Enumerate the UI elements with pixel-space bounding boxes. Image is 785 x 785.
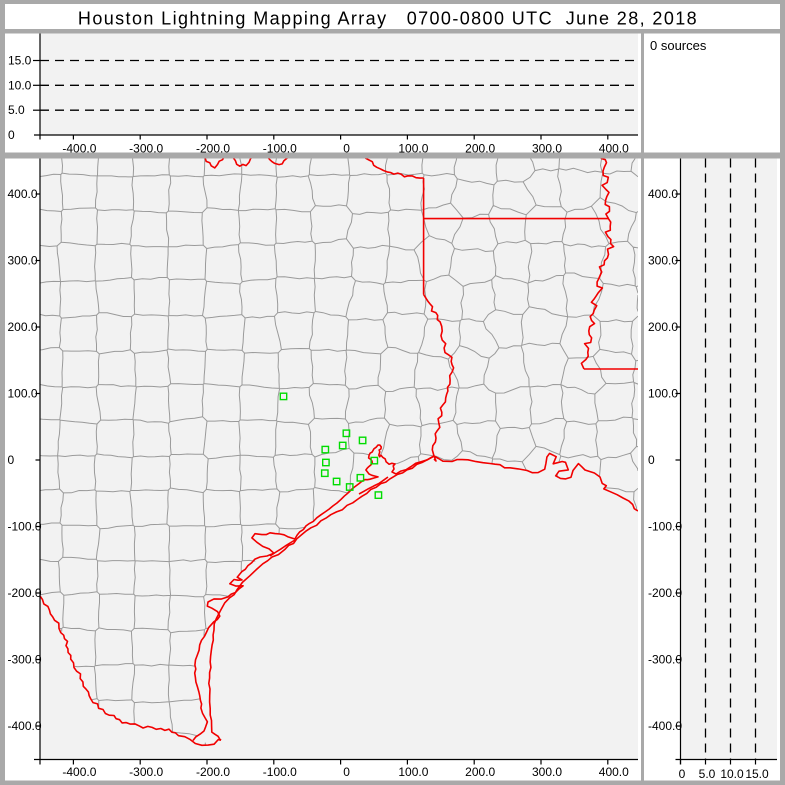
- svg-text:100.0: 100.0: [398, 141, 428, 155]
- svg-text:0 sources: 0 sources: [650, 38, 707, 53]
- svg-text:0: 0: [679, 767, 686, 781]
- svg-text:-100.0: -100.0: [648, 520, 682, 534]
- svg-text:-300.0: -300.0: [129, 141, 163, 155]
- svg-text:400.0: 400.0: [648, 187, 678, 201]
- svg-text:100.0: 100.0: [8, 387, 38, 401]
- svg-text:400.0: 400.0: [8, 187, 38, 201]
- svg-text:-200.0: -200.0: [8, 586, 42, 600]
- svg-text:-300.0: -300.0: [8, 653, 42, 667]
- svg-text:-400.0: -400.0: [62, 141, 96, 155]
- svg-text:200.0: 200.0: [465, 765, 495, 779]
- svg-text:10.0: 10.0: [8, 78, 32, 92]
- svg-text:Houston Lightning Mapping Arra: Houston Lightning Mapping Array 0700-080…: [78, 8, 698, 28]
- svg-text:300.0: 300.0: [648, 254, 678, 268]
- svg-text:0: 0: [8, 453, 15, 467]
- svg-text:0: 0: [8, 128, 15, 142]
- svg-text:300.0: 300.0: [8, 254, 38, 268]
- svg-text:400.0: 400.0: [599, 141, 629, 155]
- svg-text:-100.0: -100.0: [263, 141, 297, 155]
- svg-text:200.0: 200.0: [648, 320, 678, 334]
- svg-text:100.0: 100.0: [398, 765, 428, 779]
- svg-text:-300.0: -300.0: [129, 765, 163, 779]
- svg-text:100.0: 100.0: [648, 387, 678, 401]
- svg-text:0: 0: [343, 141, 350, 155]
- svg-text:-100.0: -100.0: [8, 520, 42, 534]
- svg-text:400.0: 400.0: [599, 765, 629, 779]
- svg-text:-200.0: -200.0: [196, 765, 230, 779]
- svg-text:15.0: 15.0: [745, 767, 769, 781]
- svg-text:10.0: 10.0: [720, 767, 744, 781]
- svg-text:0: 0: [343, 765, 350, 779]
- svg-text:300.0: 300.0: [532, 765, 562, 779]
- svg-text:5.0: 5.0: [8, 103, 25, 117]
- svg-text:200.0: 200.0: [8, 320, 38, 334]
- svg-text:-300.0: -300.0: [648, 653, 682, 667]
- svg-text:-200.0: -200.0: [196, 141, 230, 155]
- svg-text:200.0: 200.0: [465, 141, 495, 155]
- svg-text:-200.0: -200.0: [648, 586, 682, 600]
- svg-text:-400.0: -400.0: [8, 719, 42, 733]
- svg-text:300.0: 300.0: [532, 141, 562, 155]
- svg-text:-400.0: -400.0: [62, 765, 96, 779]
- svg-text:-400.0: -400.0: [648, 719, 682, 733]
- svg-text:15.0: 15.0: [8, 54, 32, 68]
- svg-text:5.0: 5.0: [699, 767, 716, 781]
- svg-text:0: 0: [648, 453, 655, 467]
- svg-text:-100.0: -100.0: [263, 765, 297, 779]
